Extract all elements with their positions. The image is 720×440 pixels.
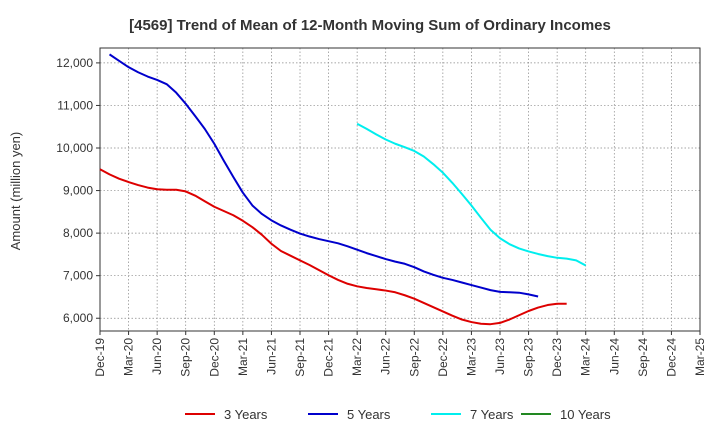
x-tick-label: Mar-23 [464,338,478,376]
plot-area [99,47,701,332]
x-tick-label: Dec-20 [207,338,221,377]
legend-label: 3 Years [224,407,268,422]
x-tick-label: Mar-25 [693,338,707,376]
x-tick-label: Sep-23 [522,338,536,377]
x-tick-label: Mar-20 [122,338,136,376]
x-tick-label: Jun-23 [493,338,507,375]
y-axis-label: Amount (million yen) [8,132,23,251]
y-tick-label: 9,000 [63,184,93,198]
legend-label: 7 Years [470,407,514,422]
series-lines [99,53,587,326]
x-tick-label: Mar-22 [350,338,364,376]
series-line [99,168,567,326]
x-tick-label: Dec-21 [322,338,336,377]
y-tick-label: 8,000 [63,226,93,240]
y-tick-label: 7,000 [63,269,93,283]
grid [100,48,700,331]
x-axis-ticks: Dec-19 Mar-20 Jun-20 Sep-20 Dec-20 Mar-21 Jun-… [93,331,707,377]
y-tick-label: 6,000 [63,311,93,325]
series-line [108,53,539,298]
y-tick-label: 10,000 [56,141,93,155]
x-tick-label: Jun-24 [607,338,621,375]
x-tick-label: Sep-21 [293,338,307,377]
x-tick-label: Jun-22 [379,338,393,375]
x-tick-label: Dec-19 [93,338,107,377]
x-tick-label: Dec-22 [436,338,450,377]
legend-label: 5 Years [347,407,391,422]
y-tick-label: 12,000 [56,56,93,70]
x-tick-label: Sep-20 [179,338,193,377]
legend: 3 Years 5 Years 7 Years 10 Years [185,407,611,422]
series-line [356,122,587,267]
y-axis-ticks: 6,000 7,000 8,000 9,000 10,000 11,000 12,000 [56,56,100,325]
x-tick-label: Jun-20 [150,338,164,375]
x-tick-label: Sep-22 [407,338,421,377]
x-tick-label: Mar-21 [236,338,250,376]
x-tick-label: Dec-23 [550,338,564,377]
x-tick-label: Sep-24 [636,338,650,377]
x-tick-label: Jun-21 [264,338,278,375]
y-tick-label: 11,000 [57,98,93,112]
legend-label: 10 Years [560,407,611,422]
chart-title: [4569] Trend of Mean of 12-Month Moving … [129,17,611,34]
x-tick-label: Dec-24 [664,338,678,377]
x-tick-label: Mar-24 [579,338,593,376]
